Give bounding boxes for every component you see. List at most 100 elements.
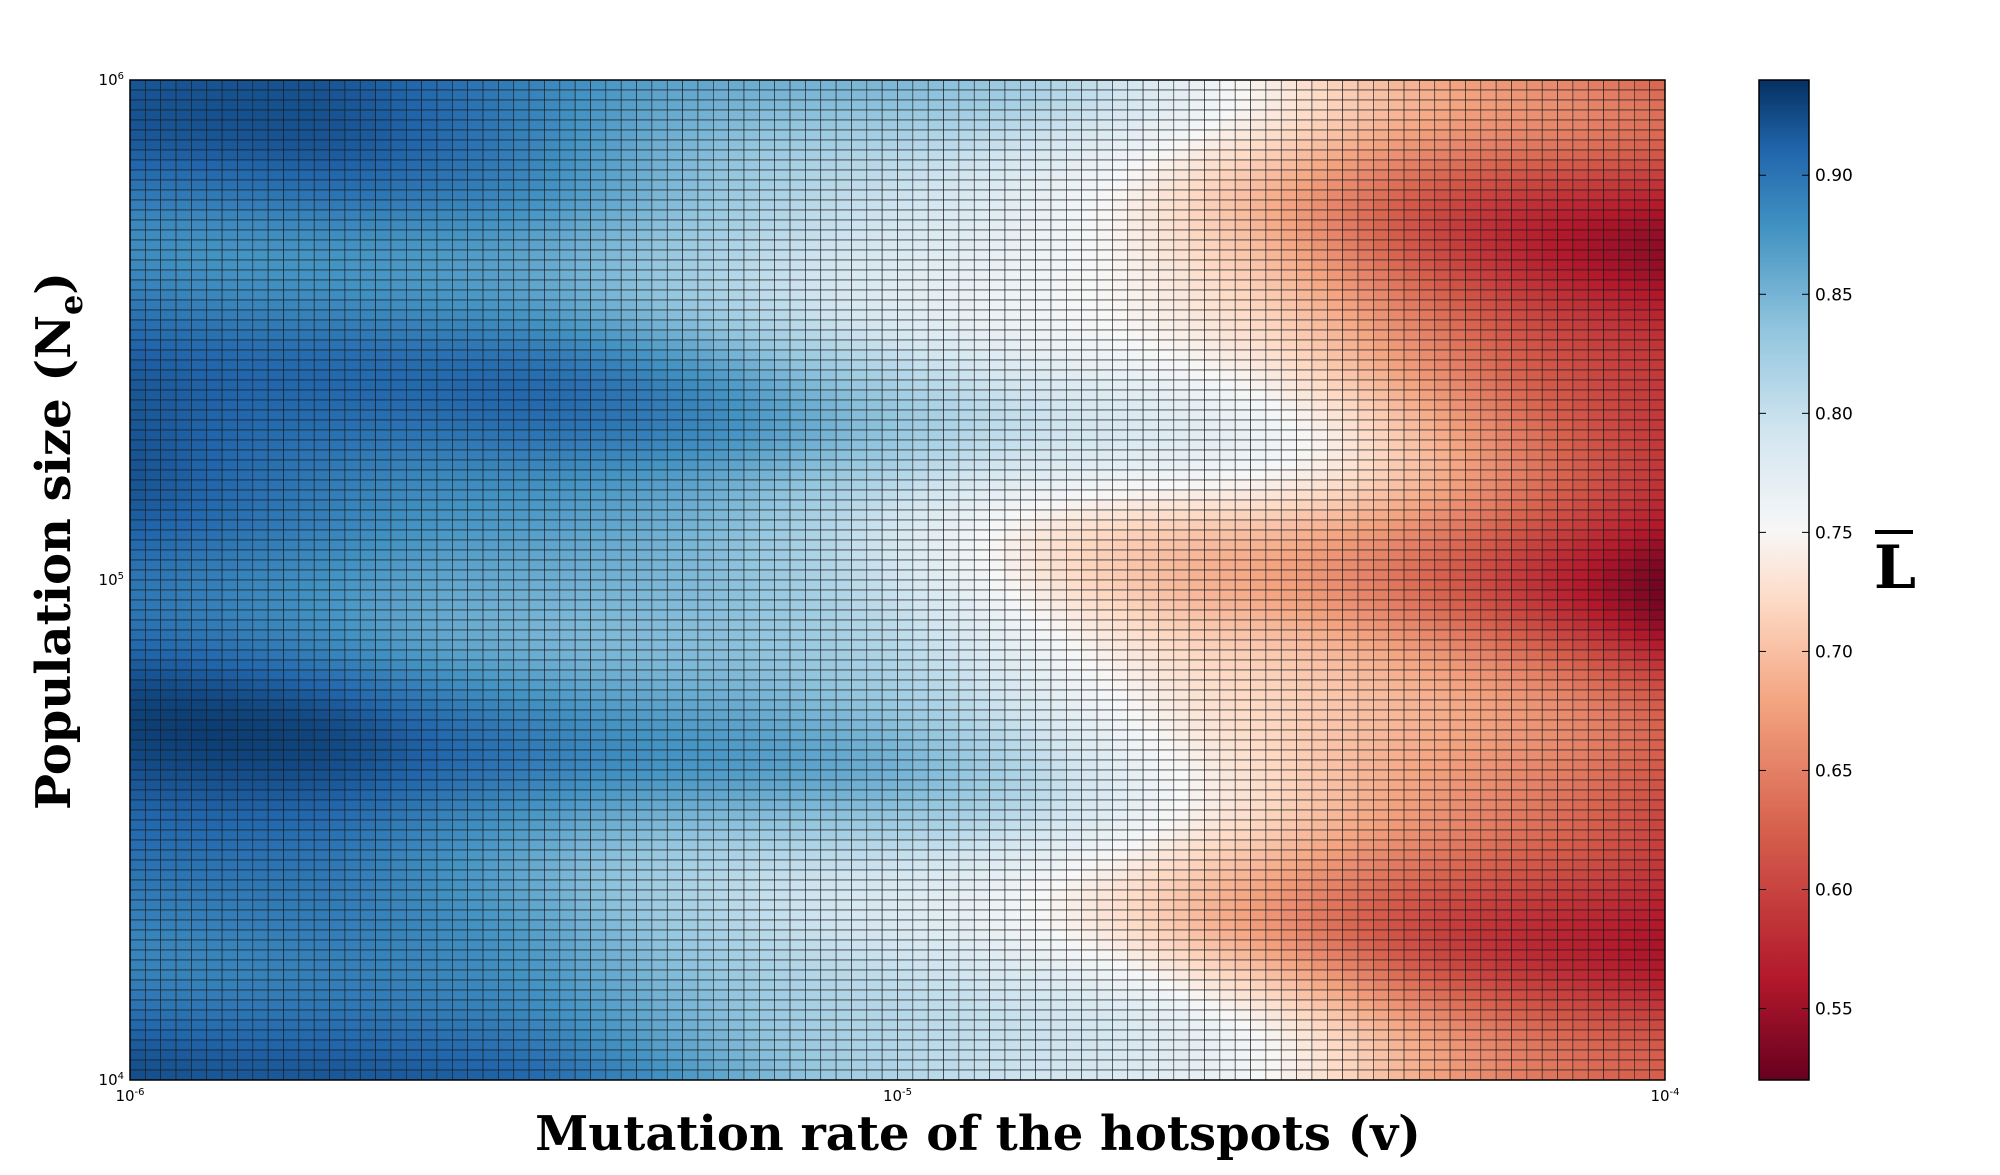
- heatmap-cell: [881, 969, 898, 981]
- heatmap-cell: [298, 769, 315, 781]
- heatmap-cell: [743, 319, 760, 331]
- heatmap-cell: [344, 469, 361, 481]
- heatmap-cell: [436, 969, 453, 981]
- heatmap-cell: [145, 599, 162, 611]
- heatmap-cell: [145, 419, 162, 431]
- heatmap-cell: [467, 339, 484, 351]
- heatmap-cell: [252, 689, 269, 701]
- heatmap-cell: [866, 439, 883, 451]
- heatmap-cell: [221, 239, 238, 251]
- heatmap-cell: [160, 409, 177, 421]
- heatmap-cell: [329, 389, 346, 401]
- heatmap-cell: [743, 879, 760, 891]
- heatmap-cell: [651, 79, 668, 91]
- heatmap-cell: [620, 199, 637, 211]
- heatmap-cell: [513, 339, 530, 351]
- heatmap-cell: [436, 959, 453, 971]
- heatmap-cell: [452, 889, 469, 901]
- heatmap-cell: [728, 809, 745, 821]
- heatmap-cell: [129, 369, 146, 381]
- heatmap-cell: [590, 739, 607, 751]
- heatmap-cell: [682, 779, 699, 791]
- heatmap-cell: [267, 829, 284, 841]
- heatmap-cell: [375, 989, 392, 1001]
- heatmap-cell: [682, 809, 699, 821]
- heatmap-cell: [421, 719, 438, 731]
- heatmap-cell: [820, 819, 837, 831]
- heatmap-cell: [820, 99, 837, 111]
- heatmap-cell: [237, 449, 254, 461]
- heatmap-cell: [743, 839, 760, 851]
- heatmap-cell: [636, 949, 653, 961]
- heatmap-cell: [206, 199, 223, 211]
- heatmap-cell: [498, 1019, 515, 1031]
- heatmap-cell: [513, 529, 530, 541]
- heatmap-cell: [651, 209, 668, 221]
- heatmap-cell: [513, 949, 530, 961]
- heatmap-cell: [191, 879, 208, 891]
- heatmap-cell: [666, 249, 683, 261]
- heatmap-cell: [129, 599, 146, 611]
- heatmap-cell: [605, 119, 622, 131]
- heatmap-cell: [329, 299, 346, 311]
- heatmap-cell: [313, 799, 330, 811]
- heatmap-cell: [636, 899, 653, 911]
- heatmap-cell: [697, 979, 714, 991]
- heatmap-cell: [728, 699, 745, 711]
- heatmap-cell: [313, 219, 330, 231]
- heatmap-cell: [712, 129, 729, 141]
- heatmap-cell: [221, 599, 238, 611]
- heatmap-cell: [590, 509, 607, 521]
- heatmap-cell: [467, 829, 484, 841]
- heatmap-cell: [298, 839, 315, 851]
- heatmap-cell: [805, 769, 822, 781]
- heatmap-cell: [697, 189, 714, 201]
- heatmap-cell: [574, 479, 591, 491]
- heatmap-cell: [482, 489, 499, 501]
- heatmap-cell: [881, 429, 898, 441]
- heatmap-cell: [436, 689, 453, 701]
- heatmap-cell: [866, 899, 883, 911]
- heatmap-cell: [835, 999, 852, 1011]
- heatmap-cell: [835, 949, 852, 961]
- heatmap-cell: [191, 569, 208, 581]
- heatmap-cell: [452, 539, 469, 551]
- heatmap-cell: [590, 1069, 607, 1081]
- heatmap-cell: [375, 1039, 392, 1051]
- heatmap-cell: [590, 129, 607, 141]
- heatmap-cell: [436, 479, 453, 491]
- heatmap-cell: [559, 949, 576, 961]
- heatmap-cell: [498, 569, 515, 581]
- heatmap-cell: [851, 889, 868, 901]
- heatmap-cell: [452, 839, 469, 851]
- heatmap-cell: [313, 469, 330, 481]
- heatmap-cell: [145, 179, 162, 191]
- heatmap-cell: [743, 629, 760, 641]
- heatmap-cell: [405, 1069, 422, 1081]
- heatmap-cell: [175, 339, 192, 351]
- heatmap-cell: [160, 649, 177, 661]
- heatmap-cell: [206, 629, 223, 641]
- heatmap-cell: [344, 979, 361, 991]
- heatmap-cell: [605, 479, 622, 491]
- heatmap-cell: [206, 799, 223, 811]
- heatmap-cell: [743, 789, 760, 801]
- heatmap-cell: [405, 479, 422, 491]
- heatmap-cell: [697, 519, 714, 531]
- heatmap-cell: [682, 189, 699, 201]
- heatmap-cell: [390, 229, 407, 241]
- heatmap-cell: [835, 519, 852, 531]
- heatmap-cell: [221, 529, 238, 541]
- heatmap-cell: [712, 179, 729, 191]
- heatmap-cell: [175, 259, 192, 271]
- heatmap-cell: [697, 639, 714, 651]
- heatmap-cell: [605, 719, 622, 731]
- heatmap-cell: [405, 429, 422, 441]
- heatmap-cell: [375, 439, 392, 451]
- heatmap-cell: [712, 799, 729, 811]
- heatmap-cell: [482, 729, 499, 741]
- heatmap-cell: [283, 819, 300, 831]
- heatmap-cell: [590, 809, 607, 821]
- heatmap-cell: [666, 769, 683, 781]
- heatmap-cell: [881, 199, 898, 211]
